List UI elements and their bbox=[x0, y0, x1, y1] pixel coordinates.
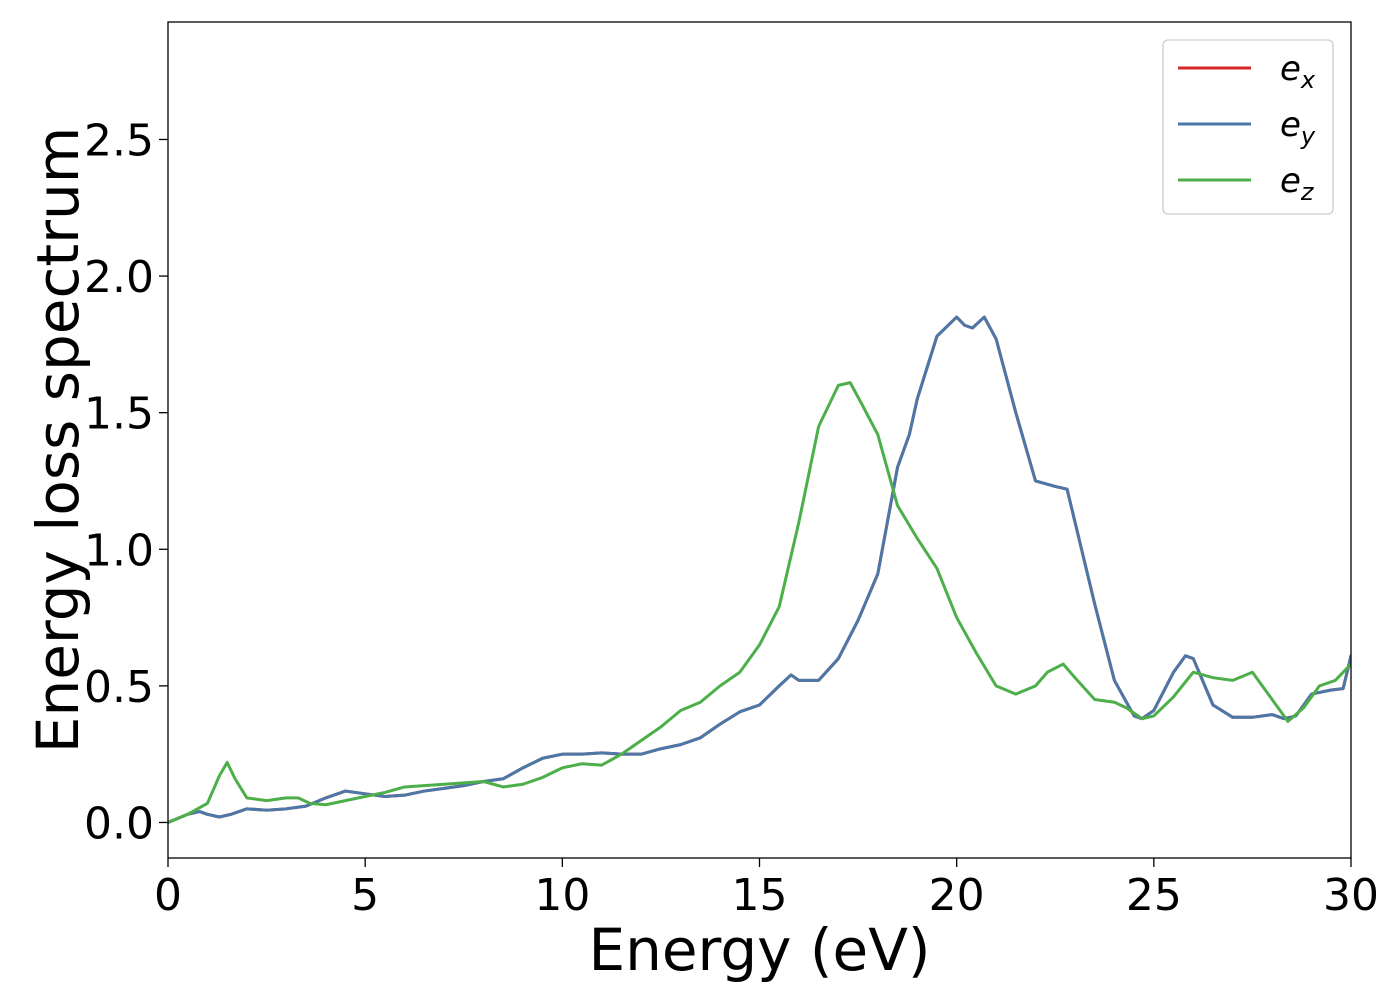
legend-label-y: ey bbox=[1280, 105, 1316, 150]
series-layer bbox=[168, 315, 1351, 824]
x-tick-label: 0 bbox=[154, 870, 182, 921]
x-tick-label: 10 bbox=[534, 870, 590, 921]
y-tick-label: 0.5 bbox=[84, 662, 154, 713]
legend-label-x: ex bbox=[1280, 49, 1316, 94]
x-tick-label: 25 bbox=[1126, 870, 1182, 921]
series-line-z bbox=[168, 381, 1351, 824]
x-tick-label: 30 bbox=[1323, 870, 1379, 921]
y-axis-label: Energy loss spectrum bbox=[24, 127, 92, 753]
y-tick-label: 0.0 bbox=[84, 798, 154, 849]
x-axis: 0 5 10 15 20 25 30 bbox=[154, 858, 1379, 921]
y-tick-label: 2.0 bbox=[84, 252, 154, 303]
x-tick-label: 20 bbox=[929, 870, 985, 921]
x-axis-label: Energy (eV) bbox=[588, 916, 930, 984]
x-tick-label: 5 bbox=[351, 870, 379, 921]
y-axis: 0.0 0.5 1.0 1.5 2.0 2.5 bbox=[84, 115, 168, 849]
legend-box bbox=[1162, 39, 1334, 215]
y-tick-label: 2.5 bbox=[84, 115, 154, 166]
y-tick-label: 1.0 bbox=[84, 525, 154, 576]
legend: ex ey ez bbox=[1162, 39, 1334, 215]
series-line-x bbox=[168, 315, 1351, 824]
x-tick-label: 15 bbox=[732, 870, 788, 921]
y-tick-label: 1.5 bbox=[84, 389, 154, 440]
series-line-y bbox=[168, 315, 1351, 824]
legend-label-z: ez bbox=[1280, 161, 1315, 206]
